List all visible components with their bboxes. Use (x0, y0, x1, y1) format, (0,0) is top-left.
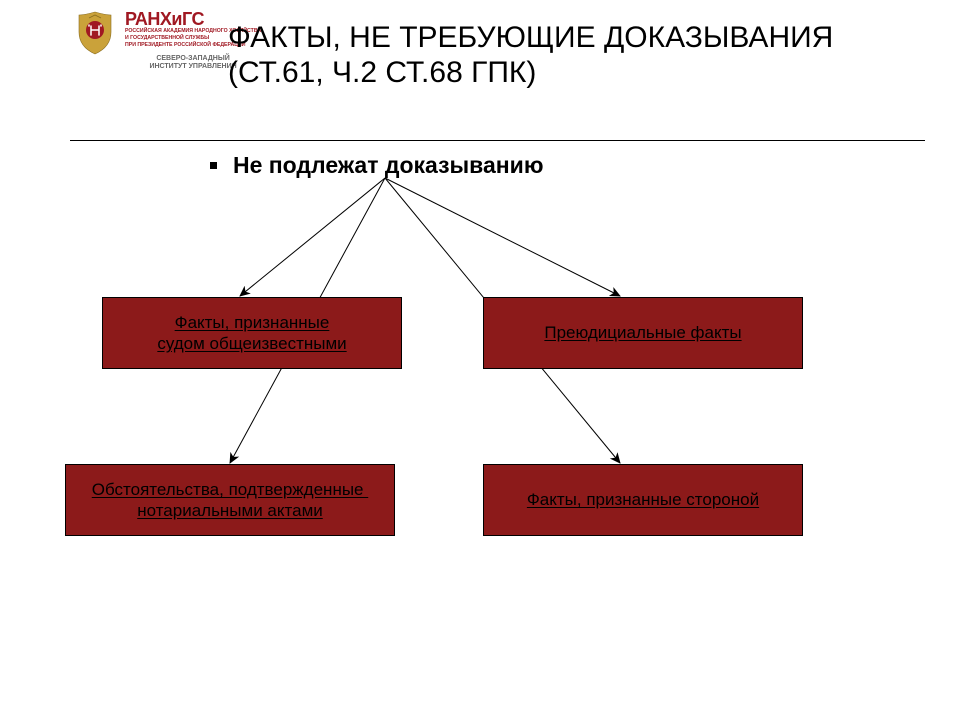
node-n2: Преюдициальные факты (483, 297, 803, 369)
node-label: Факты, признанныесудом общеизвестными (157, 312, 346, 355)
root-label: Не подлежат доказыванию (233, 152, 543, 179)
slide: РАНХиГС РОССИЙСКАЯ АКАДЕМИЯ НАРОДНОГО ХО… (0, 0, 960, 720)
divider (70, 140, 925, 141)
node-n4: Факты, признанные стороной (483, 464, 803, 536)
node-label: Преюдициальные факты (544, 322, 741, 343)
node-label: Обстоятельства, подтвержденные нотариаль… (92, 479, 368, 522)
node-n1: Факты, признанныесудом общеизвестными (102, 297, 402, 369)
root-node: Не подлежат доказыванию (210, 152, 543, 179)
page-title: ФАКТЫ, НЕ ТРЕБУЮЩИЕ ДОКАЗЫВАНИЯ (СТ.61, … (228, 20, 918, 91)
node-n3: Обстоятельства, подтвержденные нотариаль… (65, 464, 395, 536)
bullet-icon (210, 162, 217, 169)
emblem-icon (75, 10, 115, 55)
node-label: Факты, признанные стороной (527, 489, 759, 510)
